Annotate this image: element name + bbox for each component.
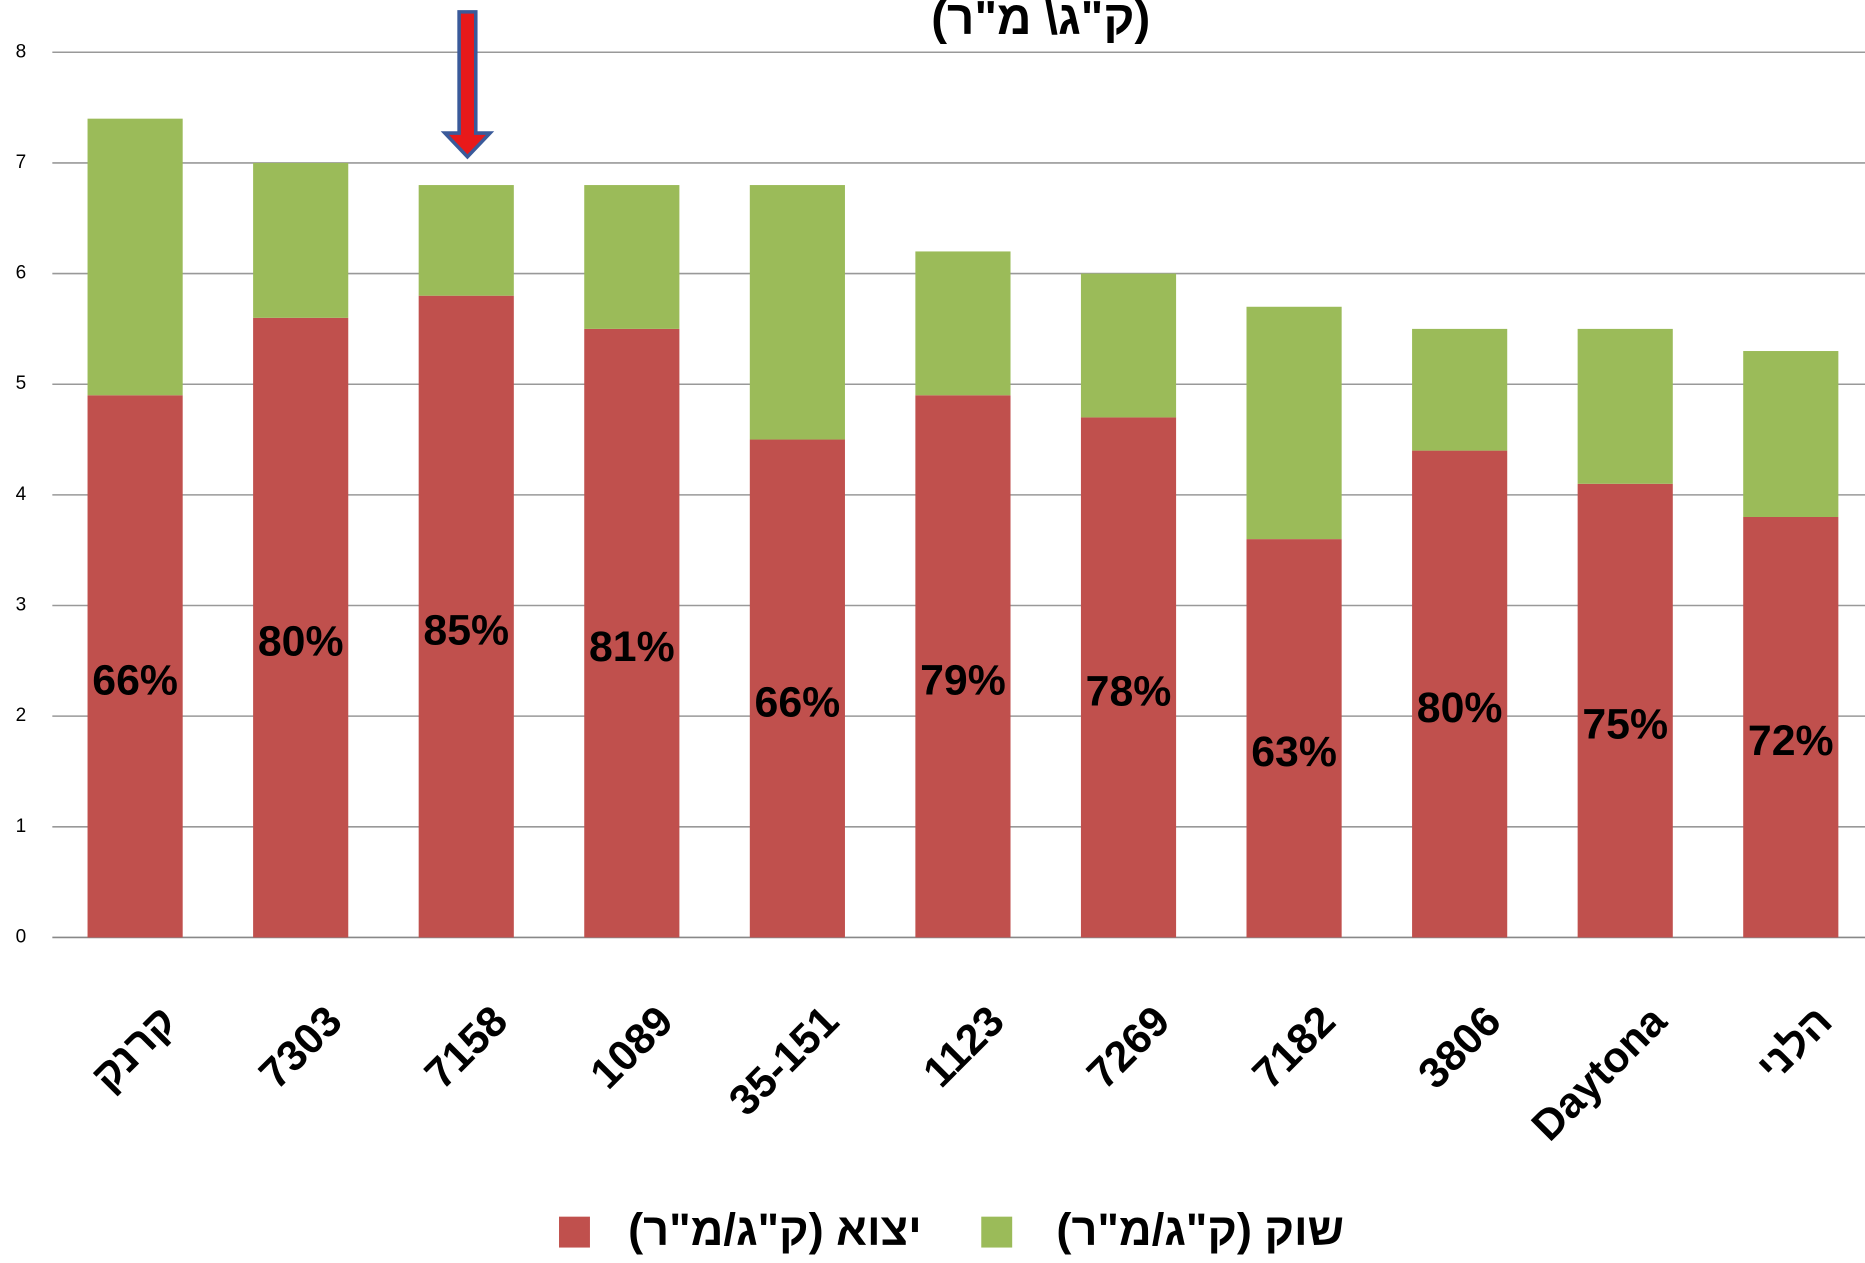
bar-segment xyxy=(1743,351,1839,517)
share-label: 80% xyxy=(258,618,344,666)
share-label: 81% xyxy=(589,623,675,671)
bar-segment xyxy=(749,185,845,440)
x-tick-label: 1123 xyxy=(914,997,1014,1097)
legend-label: יצוא (ק"ג/מ"ר) xyxy=(628,1204,922,1255)
y-tick-label: 5 xyxy=(16,373,27,394)
y-tick-label: 4 xyxy=(16,484,27,505)
bar-segment xyxy=(418,295,514,938)
x-tick-label: 3806 xyxy=(1409,997,1510,1098)
bar-segment xyxy=(1577,328,1673,484)
bar-segment xyxy=(253,317,349,938)
y-tick-label: 2 xyxy=(16,705,27,726)
bar-segment xyxy=(1577,483,1673,938)
y-tick-label: 3 xyxy=(16,595,27,616)
bar-segment xyxy=(1080,273,1177,418)
chart-title: (ק"ג\ מ"ר) xyxy=(931,0,1150,45)
x-tick-label: 7182 xyxy=(1244,997,1345,1098)
share-label: 72% xyxy=(1748,717,1834,765)
bar-segment xyxy=(1412,450,1508,938)
share-label: 66% xyxy=(92,656,178,704)
x-tick-label: 35-151 xyxy=(720,997,848,1125)
share-label: 79% xyxy=(920,656,1006,704)
share-label: 80% xyxy=(1417,684,1503,732)
bar-segment xyxy=(1412,328,1508,451)
bar-segment xyxy=(915,251,1011,396)
x-tick-label: Daytona xyxy=(1523,996,1677,1150)
y-tick-label: 0 xyxy=(16,926,27,947)
y-tick-label: 7 xyxy=(16,152,27,173)
x-tick-label: 7269 xyxy=(1078,997,1179,1098)
share-label: 63% xyxy=(1251,728,1337,776)
y-tick-label: 8 xyxy=(16,41,27,62)
bar-segment xyxy=(584,328,680,938)
bar-segment xyxy=(749,439,845,938)
bar-segment xyxy=(1246,306,1342,540)
share-label: 78% xyxy=(1086,667,1172,715)
x-tick-label: 1089 xyxy=(581,997,682,1098)
legend-label: שוק (ק"ג/מ"ר) xyxy=(1056,1204,1344,1255)
legend-swatch xyxy=(559,1216,590,1248)
bar-segment xyxy=(253,162,349,318)
x-tick-label: הלני xyxy=(1748,997,1842,1091)
share-label: 85% xyxy=(423,607,509,655)
bar-segment xyxy=(584,185,680,329)
bar-segment xyxy=(1246,539,1342,938)
bar-segment xyxy=(418,185,514,296)
y-tick-label: 1 xyxy=(16,816,27,837)
bar-segment xyxy=(87,395,183,938)
share-label: 66% xyxy=(755,678,841,726)
bar-segment xyxy=(915,395,1011,938)
bar-segment xyxy=(87,118,183,396)
y-tick-label: 6 xyxy=(16,263,27,284)
x-tick-label: קרנק xyxy=(82,997,185,1100)
bar-segment xyxy=(1743,516,1839,938)
legend-swatch xyxy=(981,1216,1013,1248)
share-label: 75% xyxy=(1582,701,1668,749)
x-tick-label: 7158 xyxy=(416,997,517,1098)
arrow xyxy=(440,10,495,160)
bar-segment xyxy=(1080,417,1177,938)
plot: 0 1 2 3 4 5 6 7 8 66% קרנק 80% 7303 85% 7158 81% 1089 66%… xyxy=(16,41,1865,1150)
x-tick-label: 7303 xyxy=(250,997,351,1098)
